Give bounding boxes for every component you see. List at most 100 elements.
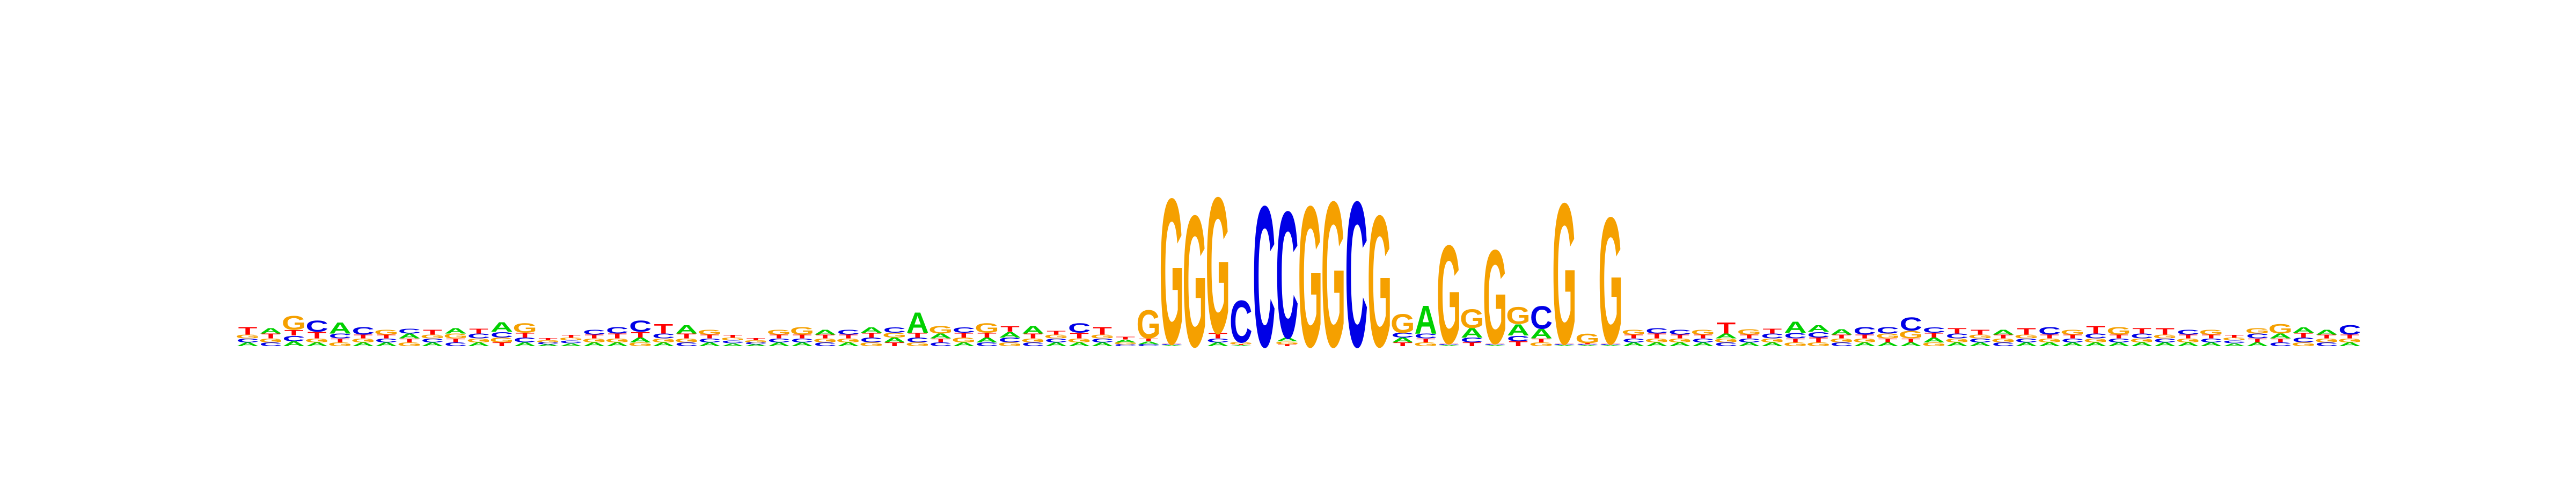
logo-letter-C-pos4: C [306,317,328,335]
logo-letter-G-pos23: G [744,340,768,343]
logo-letter-G-pos25: G [790,325,814,337]
logo-letter-C-pos17: C [606,325,628,335]
logo-letter-T-pos81: T [2086,324,2105,336]
logo-letter-C-pos20: C [675,341,698,347]
logo-letter-A-pos62: A [1645,341,1668,347]
logo-letter-C-pos53: C [1438,344,1460,346]
logo-letter-G-pos20: G [675,338,699,343]
logo-letter-T-pos44: T [1232,344,1251,346]
logo-letter-A-pos7: A [375,341,398,347]
logo-letter-C-pos29: C [883,325,906,334]
logo-letter-C-pos71: C [1853,325,1876,337]
logo-letter-C-pos15: C [560,340,582,344]
logo-letter-T-pos40: T [1139,338,1158,342]
logo-letter-C-pos74: C [1923,325,1945,334]
logo-letter-C-pos5: C [329,332,352,340]
logo-letter-T-pos54: T [1462,341,1482,347]
logo-letter-T-pos53: T [1439,343,1459,345]
logo-letter-A-pos19: A [652,341,675,347]
logo-letter-A-pos70: A [1830,327,1853,336]
logo-letter-G-pos78: G [2014,334,2038,340]
logo-letter-A-pos71: A [1853,341,1876,347]
logo-letter-T-pos19: T [654,321,673,336]
logo-letter-T-pos63: T [1670,334,1689,340]
logo-letter-C-pos57: C [1530,299,1553,336]
logo-letter-A-pos12: A [491,319,513,334]
logo-letter-T-pos56: T [1509,340,1528,348]
logo-letter-A-pos59: A [1576,345,1599,347]
logo-letter-A-pos87: A [2223,342,2245,347]
logo-letter-C-pos32: C [953,325,975,334]
logo-letter-C-pos78: C [2015,338,2038,343]
logo-letter-G-pos9: G [420,334,444,340]
logo-letter-A-pos13: A [514,341,536,347]
logo-letter-G-pos50: G [1367,177,1392,387]
logo-letter-G-pos58: G [1552,161,1576,386]
logo-letter-T-pos36: T [1046,330,1066,335]
logo-letter-G-pos84: G [2153,334,2177,340]
logo-letter-A-pos84: A [2154,341,2176,347]
logo-letter-A-pos63: A [1668,341,1691,347]
logo-letter-T-pos21: T [700,334,720,340]
logo-letter-T-pos31: T [931,338,950,343]
logo-letter-T-pos52: T [1416,338,1436,343]
logo-letter-A-pos29: A [883,336,906,344]
logo-letter-A-pos38: A [1091,341,1114,347]
logo-letter-T-pos33: T [977,332,997,339]
logo-letter-C-pos3: C [283,334,305,343]
logo-letter-T-pos58: T [1555,343,1574,345]
logo-letter-C-pos11: C [467,332,490,340]
logo-letter-A-pos6: A [352,341,375,347]
logo-letter-C-pos40: C [1137,343,1160,347]
logo-letter-G-pos82: G [2106,325,2131,337]
logo-letter-A-pos56: A [1507,321,1529,339]
logo-letter-A-pos20: A [675,323,698,336]
logo-letter-G-pos91: G [2315,338,2339,343]
logo-letter-T-pos23: T [747,338,766,341]
logo-letter-A-pos72: A [1877,341,1899,347]
logo-letter-T-pos69: T [1809,336,1828,344]
logo-letter-A-pos76: A [1969,341,1992,347]
logo-letter-T-pos29: T [885,341,904,347]
logo-letter-T-pos39: T [1116,336,1135,340]
logo-letter-A-pos39: A [1114,339,1137,343]
logo-letter-C-pos7: C [375,338,398,343]
logo-letter-A-pos8: A [398,332,421,340]
logo-letter-A-pos55: A [1484,345,1506,347]
logo-letter-T-pos41: T [1162,343,1181,345]
logo-letter-G-pos76: G [1968,334,1992,340]
logo-letter-G-pos46: G [1275,341,1299,345]
logo-letter-C-pos73: C [1900,314,1922,335]
logo-letter-T-pos87: T [2224,334,2244,338]
logo-letter-C-pos92: C [2338,323,2361,338]
logo-letter-C-pos83: C [2131,332,2153,340]
logo-letter-A-pos77: A [1992,328,2015,336]
logo-letter-G-pos36: G [1044,334,1068,340]
logo-letter-G-pos13: G [513,320,537,335]
logo-letter-A-pos18: A [629,336,652,344]
logo-letter-G-pos3: G [282,312,306,334]
logo-letter-G-pos48: G [1321,158,1345,391]
logo-letter-C-pos18: C [629,317,652,335]
logo-letter-A-pos5: A [329,319,352,337]
logo-letter-C-pos28: C [860,336,883,344]
logo-letter-A-pos66: A [1738,341,1760,347]
logo-letter-G-pos35: G [1021,338,1045,343]
logo-letter-C-pos70: C [1830,341,1853,347]
logo-letter-C-pos84: C [2154,338,2176,343]
logo-letter-C-pos30: C [906,336,929,344]
logo-letter-T-pos46: T [1278,343,1297,347]
logo-letter-C-pos35: C [1022,341,1044,347]
logo-letter-G-pos21: G [698,328,722,336]
logo-letter-A-pos22: A [721,342,744,347]
logo-letter-G-pos54: G [1460,304,1484,334]
logo-letter-T-pos74: T [1924,332,1944,339]
logo-letter-T-pos61: T [1624,334,1643,340]
logo-letter-A-pos79: A [2038,341,2061,347]
logo-letter-G-pos83: G [2129,338,2154,343]
logo-letter-C-pos81: C [2084,332,2107,340]
logo-letter-G-pos15: G [559,336,583,341]
logo-letter-G-pos39: G [1113,342,1137,345]
logo-letter-C-pos55: C [1484,344,1506,346]
logo-letter-C-pos51: C [1392,332,1414,339]
